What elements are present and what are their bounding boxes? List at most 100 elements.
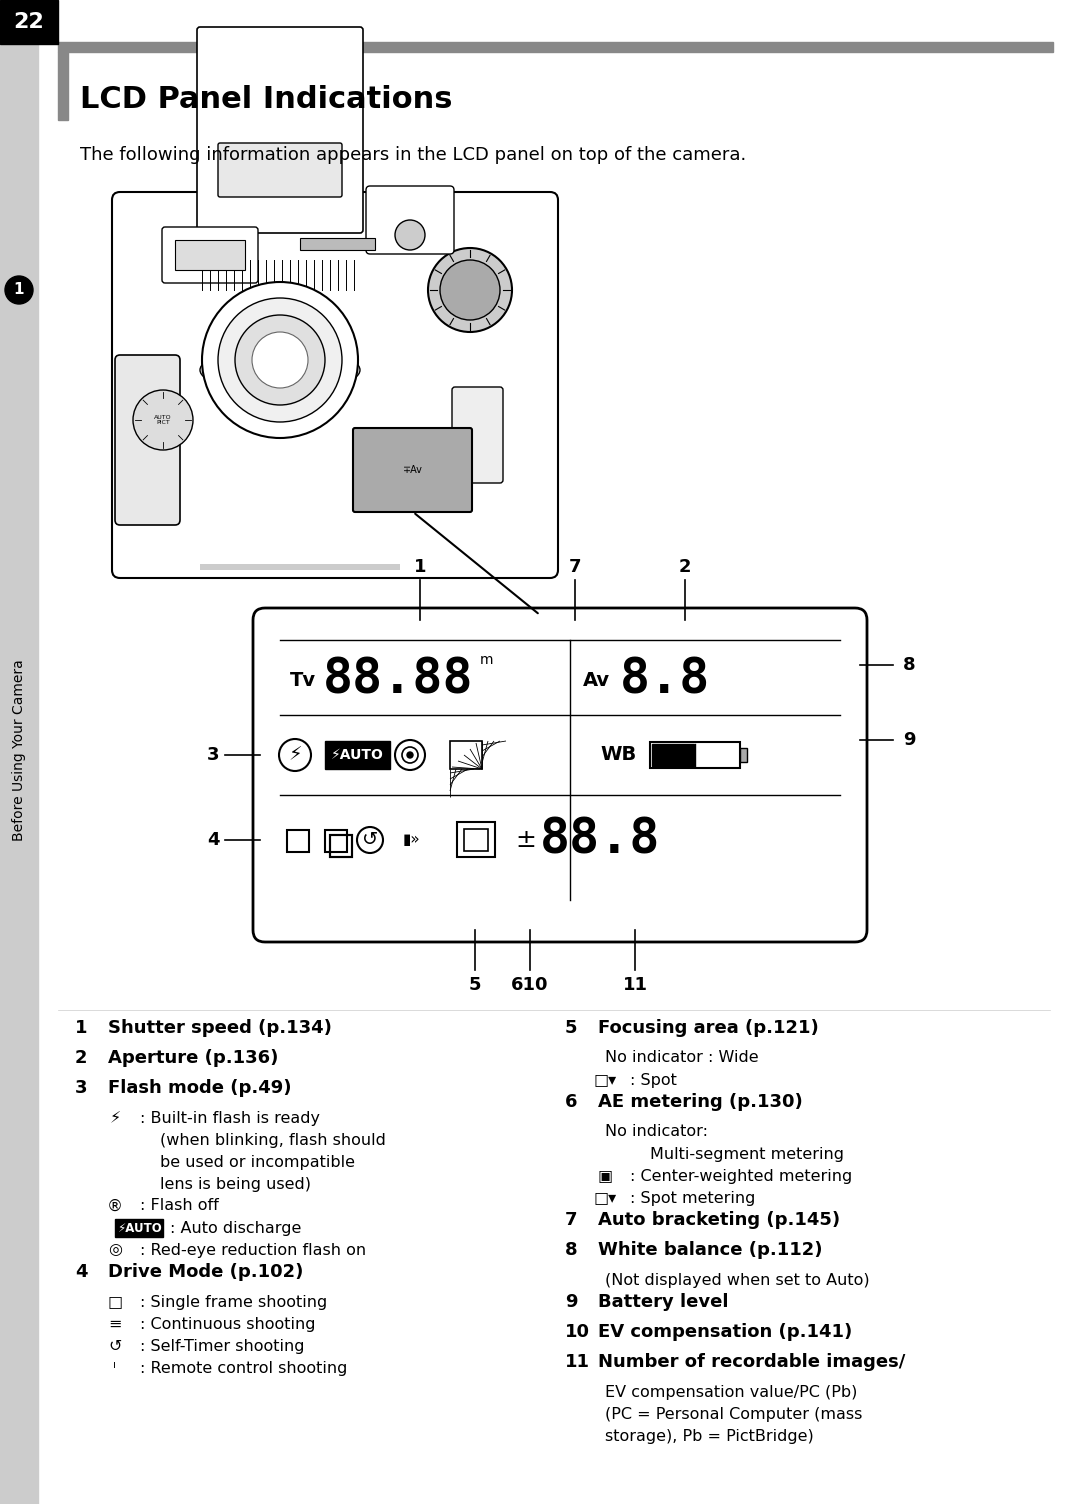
Text: ®: ® <box>107 1199 123 1214</box>
Bar <box>58 53 68 120</box>
Text: (when blinking, flash should: (when blinking, flash should <box>160 1133 386 1148</box>
Text: Drive Mode (p.102): Drive Mode (p.102) <box>108 1263 303 1281</box>
Bar <box>287 830 309 851</box>
Text: ⚡AUTO: ⚡AUTO <box>117 1221 161 1235</box>
Circle shape <box>235 314 325 405</box>
Text: ∓Av: ∓Av <box>403 465 423 475</box>
Bar <box>58 42 1053 53</box>
FancyBboxPatch shape <box>112 193 558 578</box>
Text: 4: 4 <box>75 1263 87 1281</box>
Circle shape <box>407 752 413 758</box>
Text: 4: 4 <box>206 832 219 848</box>
Text: ▣: ▣ <box>597 1169 612 1184</box>
Text: ⚡: ⚡ <box>288 746 302 764</box>
Text: 8.8: 8.8 <box>620 656 711 704</box>
Circle shape <box>218 298 342 423</box>
Text: 22: 22 <box>14 12 44 32</box>
Text: 5: 5 <box>469 976 482 994</box>
Text: : Continuous shooting: : Continuous shooting <box>140 1316 315 1331</box>
Text: ↺: ↺ <box>362 830 378 850</box>
Bar <box>325 741 390 769</box>
Text: : Spot: : Spot <box>630 1072 677 1087</box>
FancyBboxPatch shape <box>218 143 342 197</box>
Text: LCD Panel Indications: LCD Panel Indications <box>80 86 453 114</box>
Text: ↺: ↺ <box>108 1339 122 1354</box>
Circle shape <box>440 260 500 320</box>
Text: : Auto discharge: : Auto discharge <box>170 1221 301 1235</box>
FancyBboxPatch shape <box>366 186 454 254</box>
Text: 6: 6 <box>565 1093 578 1111</box>
Text: No indicator : Wide: No indicator : Wide <box>605 1050 758 1065</box>
Text: 1: 1 <box>414 558 427 576</box>
Text: 10: 10 <box>565 1324 590 1342</box>
Bar <box>652 744 694 766</box>
FancyBboxPatch shape <box>114 355 180 525</box>
Text: 3: 3 <box>206 746 219 764</box>
Text: 2: 2 <box>678 558 691 576</box>
Bar <box>450 741 482 769</box>
Text: 8: 8 <box>565 1241 578 1259</box>
Bar <box>330 835 352 857</box>
Text: : Self-Timer shooting: : Self-Timer shooting <box>140 1339 305 1354</box>
Bar <box>330 835 352 857</box>
Text: EV compensation (p.141): EV compensation (p.141) <box>598 1324 852 1342</box>
Text: Multi-segment metering: Multi-segment metering <box>650 1146 843 1161</box>
Text: (Not displayed when set to Auto): (Not displayed when set to Auto) <box>605 1272 869 1287</box>
Text: 7: 7 <box>565 1211 578 1229</box>
Bar <box>200 564 400 570</box>
Text: 7: 7 <box>569 558 581 576</box>
Text: The following information appears in the LCD panel on top of the camera.: The following information appears in the… <box>80 146 746 164</box>
Text: m: m <box>480 653 494 666</box>
Bar <box>325 830 347 851</box>
Text: 3: 3 <box>75 1078 87 1096</box>
Bar <box>0 44 38 1504</box>
Text: ▮»: ▮» <box>403 833 420 847</box>
Text: : Built-in flash is ready: : Built-in flash is ready <box>140 1110 320 1125</box>
Text: : Red-eye reduction flash on: : Red-eye reduction flash on <box>140 1242 366 1257</box>
Text: Aperture (p.136): Aperture (p.136) <box>108 1048 279 1066</box>
Circle shape <box>202 283 357 438</box>
Text: (PC = Personal Computer (mass: (PC = Personal Computer (mass <box>605 1406 862 1421</box>
Text: 88.88: 88.88 <box>323 656 474 704</box>
Text: ⚡AUTO: ⚡AUTO <box>330 747 383 763</box>
Text: 5: 5 <box>565 1020 578 1036</box>
Text: No indicator:: No indicator: <box>605 1125 708 1140</box>
Bar <box>650 741 740 769</box>
Text: AE metering (p.130): AE metering (p.130) <box>598 1093 802 1111</box>
Text: □▾: □▾ <box>593 1191 617 1206</box>
Bar <box>740 747 747 763</box>
Bar <box>0 0 58 44</box>
Text: 9: 9 <box>903 731 916 749</box>
Text: Battery level: Battery level <box>598 1293 729 1311</box>
Circle shape <box>395 220 426 250</box>
Circle shape <box>5 277 33 304</box>
FancyBboxPatch shape <box>253 608 867 942</box>
Bar <box>464 829 488 851</box>
Text: 88.8: 88.8 <box>540 817 661 863</box>
Bar <box>175 241 245 271</box>
Text: Number of recordable images/: Number of recordable images/ <box>598 1354 905 1372</box>
Text: Focusing area (p.121): Focusing area (p.121) <box>598 1020 819 1036</box>
Text: 2: 2 <box>75 1048 87 1066</box>
Text: : Remote control shooting: : Remote control shooting <box>140 1361 348 1376</box>
Text: White balance (p.112): White balance (p.112) <box>598 1241 823 1259</box>
Ellipse shape <box>200 347 360 393</box>
Text: lens is being used): lens is being used) <box>160 1176 311 1191</box>
FancyBboxPatch shape <box>162 227 258 283</box>
Circle shape <box>133 390 193 450</box>
Text: □: □ <box>107 1295 122 1310</box>
Text: storage), Pb = PictBridge): storage), Pb = PictBridge) <box>605 1429 813 1444</box>
Text: : Flash off: : Flash off <box>140 1199 219 1214</box>
Text: ≡: ≡ <box>108 1316 122 1331</box>
Text: Auto bracketing (p.145): Auto bracketing (p.145) <box>598 1211 840 1229</box>
Text: Tv: Tv <box>291 671 316 689</box>
Bar <box>114 1220 163 1236</box>
Text: 1: 1 <box>14 283 24 298</box>
Text: □▾: □▾ <box>593 1072 617 1087</box>
Bar <box>457 823 495 857</box>
Text: 9: 9 <box>565 1293 578 1311</box>
Text: 11: 11 <box>622 976 648 994</box>
Text: Before Using Your Camera: Before Using Your Camera <box>12 659 26 841</box>
Text: ᴵ: ᴵ <box>113 1361 117 1376</box>
Text: 610: 610 <box>511 976 549 994</box>
